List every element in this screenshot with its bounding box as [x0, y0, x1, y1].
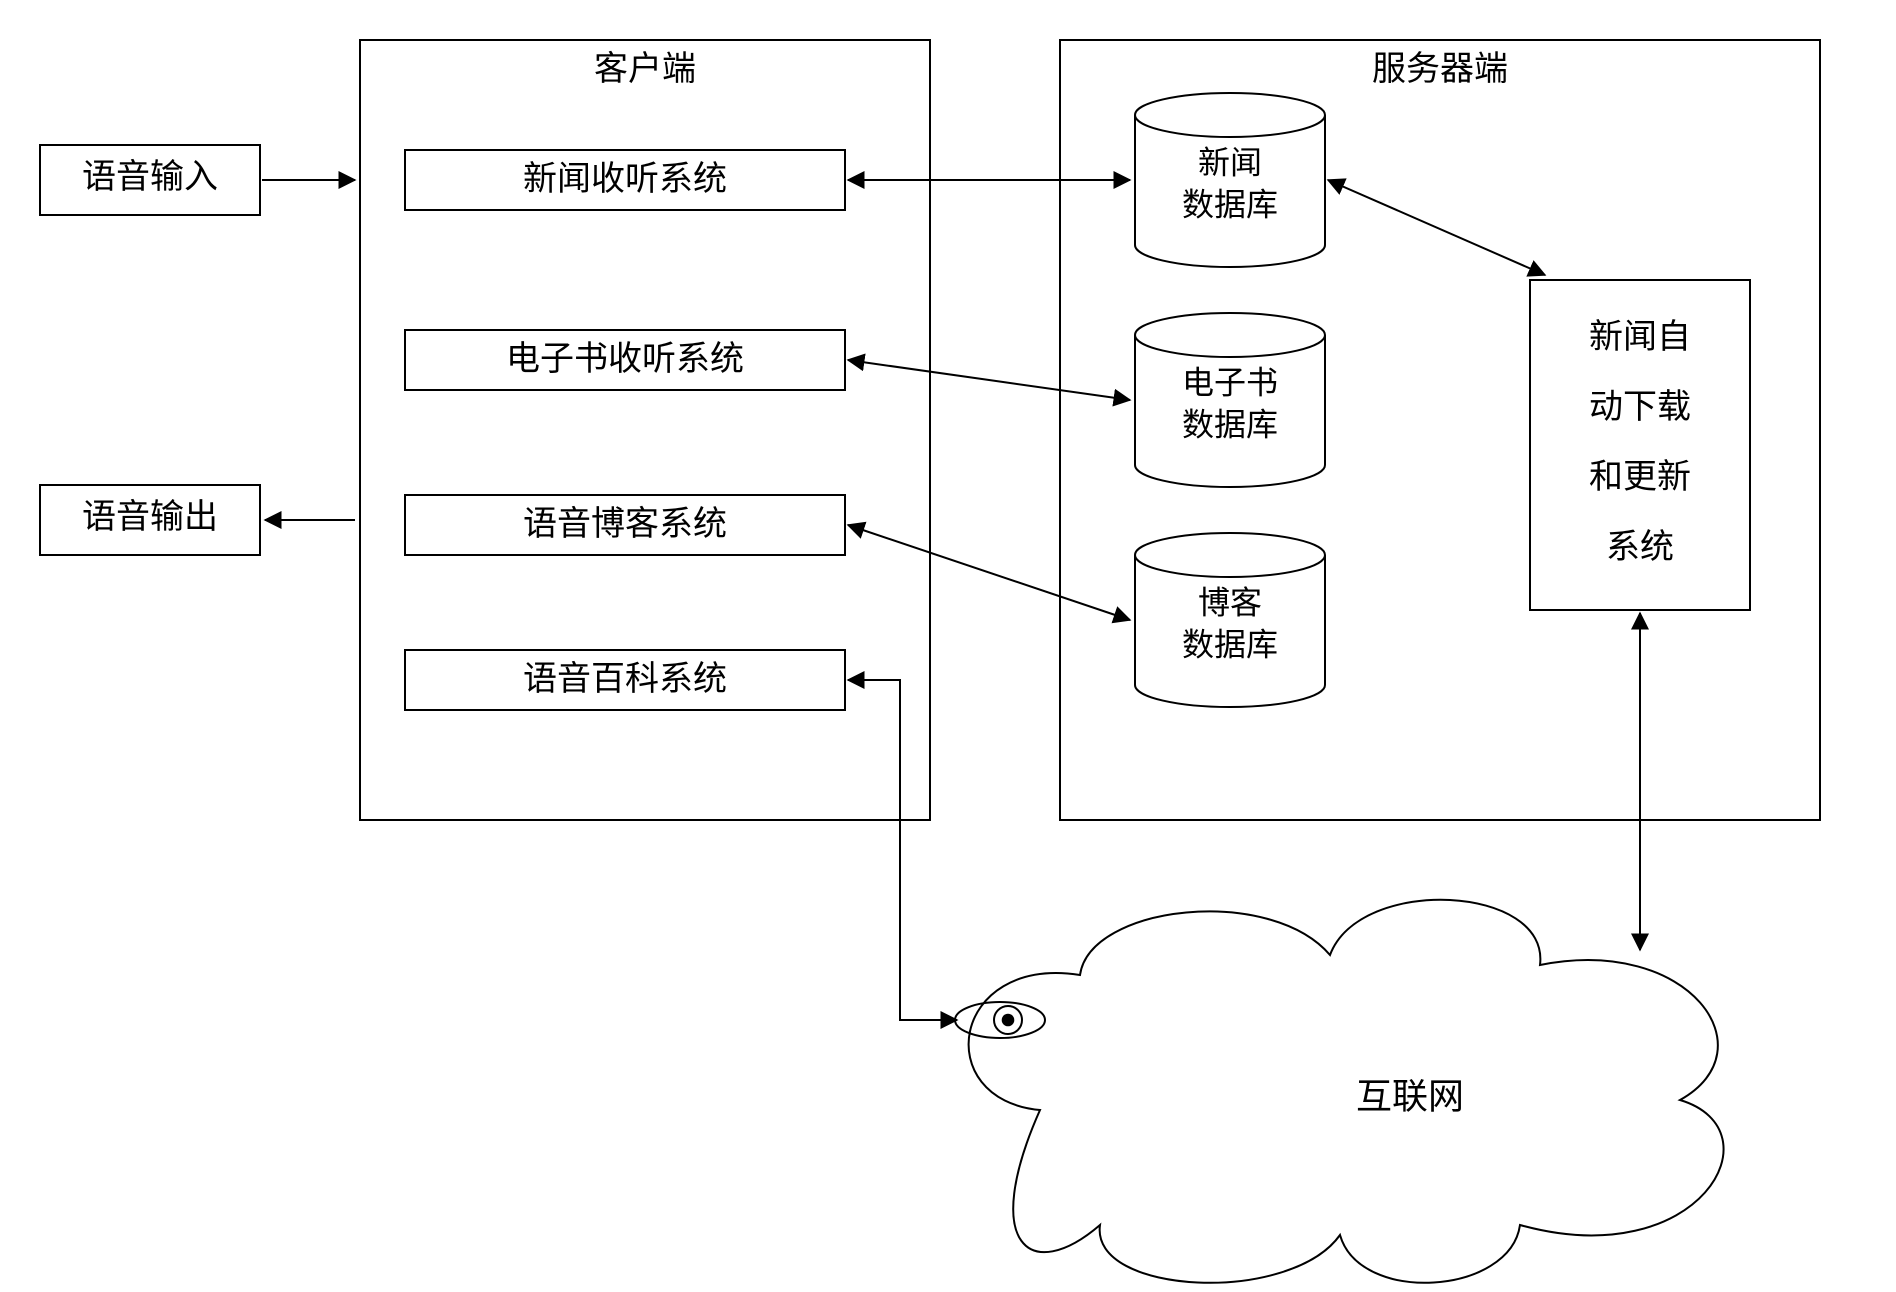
client-item-label-voice_blog: 语音博客系统 [523, 505, 727, 543]
database-blog_db: 博客数据库 [1135, 533, 1325, 707]
db-label: 新闻 [1198, 144, 1262, 180]
database-ebook_db: 电子书数据库 [1135, 313, 1325, 487]
client-title: 客户端 [594, 50, 696, 88]
db-label: 数据库 [1182, 406, 1278, 442]
db-label: 电子书 [1182, 364, 1278, 400]
database-news_db: 新闻数据库 [1135, 93, 1325, 267]
db-label: 数据库 [1182, 626, 1278, 662]
client-item-label-voice_wiki: 语音百科系统 [523, 660, 727, 698]
arrow-ebook_listen_to_ebook_db [848, 360, 1130, 400]
server-title: 服务器端 [1372, 50, 1508, 88]
internet-cloud [969, 900, 1724, 1283]
db-label: 博客 [1198, 584, 1262, 620]
voice-input-label: 语音输入 [82, 158, 218, 196]
news-updater-line: 和更新 [1589, 458, 1691, 496]
wire-voice-wiki-to-internet [848, 680, 957, 1020]
client-item-label-ebook_listen: 电子书收听系统 [506, 340, 744, 378]
arrow-voice_blog_to_blog_db [848, 525, 1130, 620]
cloud-satellite-dot [1002, 1014, 1015, 1027]
db-label: 数据库 [1182, 186, 1278, 222]
client-item-label-news_listen: 新闻收听系统 [523, 160, 727, 198]
voice-output-label: 语音输出 [82, 498, 218, 536]
news-updater-line: 动下载 [1589, 388, 1691, 426]
news-updater-line: 系统 [1606, 528, 1674, 566]
news-updater-line: 新闻自 [1589, 318, 1691, 356]
internet-label: 互联网 [1356, 1076, 1464, 1116]
arrow-news_db_to_updater [1328, 180, 1545, 275]
